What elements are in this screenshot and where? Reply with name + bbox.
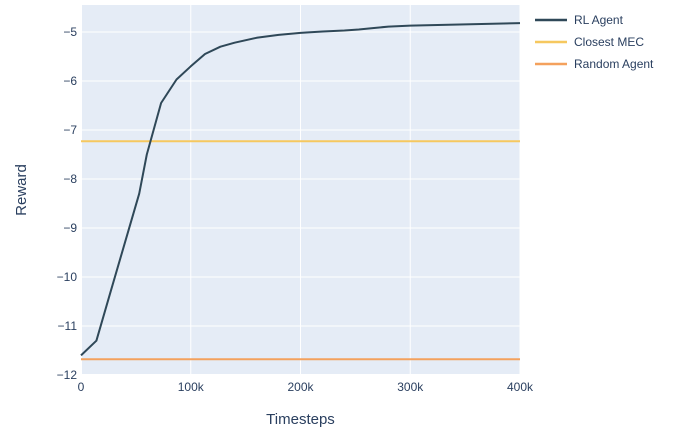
series-lines xyxy=(80,22,521,361)
y-tick-label: −8 xyxy=(63,172,77,186)
y-tick-label: −12 xyxy=(57,368,78,382)
x-tick-labels: 0 100k 200k 300k 400k xyxy=(78,380,534,394)
y-tick-labels: −12 −11 −10 −9 −8 −7 −6 −5 xyxy=(57,25,78,382)
x-tick-label: 200k xyxy=(287,380,314,394)
legend-label: Closest MEC xyxy=(574,35,644,49)
y-tick-label: −10 xyxy=(57,270,78,284)
legend-label: RL Agent xyxy=(574,13,624,27)
x-tick-label: 0 xyxy=(78,380,85,394)
y-axis-label: Reward xyxy=(13,164,30,216)
series-line-rl-agent xyxy=(80,22,521,357)
grid-lines xyxy=(80,5,521,376)
legend[interactable]: RL Agent Closest MEC Random Agent xyxy=(535,13,654,71)
legend-item[interactable]: Random Agent xyxy=(535,57,654,71)
y-tick-label: −7 xyxy=(63,123,77,137)
y-tick-label: −11 xyxy=(58,319,78,333)
legend-label: Random Agent xyxy=(574,57,654,71)
x-axis-label: Timesteps xyxy=(266,411,335,428)
legend-item[interactable]: RL Agent xyxy=(535,13,624,27)
x-tick-label: 300k xyxy=(397,380,424,394)
y-tick-label: −5 xyxy=(63,25,77,39)
x-tick-label: 100k xyxy=(178,380,205,394)
y-tick-label: −6 xyxy=(63,74,77,88)
y-tick-label: −9 xyxy=(63,221,77,235)
x-tick-label: 400k xyxy=(507,380,534,394)
legend-item[interactable]: Closest MEC xyxy=(535,35,644,49)
